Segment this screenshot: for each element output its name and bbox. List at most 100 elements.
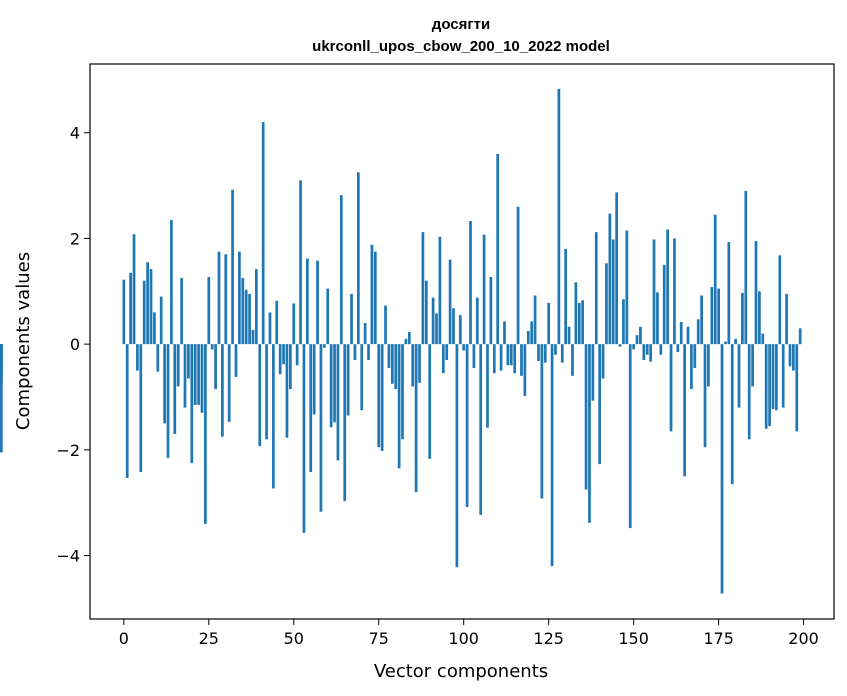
x-tick-label: 50 bbox=[284, 629, 304, 648]
x-tick-label: 125 bbox=[533, 629, 564, 648]
bar bbox=[125, 344, 129, 478]
bar bbox=[788, 344, 792, 367]
bar bbox=[363, 323, 367, 345]
bar bbox=[798, 328, 802, 345]
bar bbox=[397, 344, 401, 469]
bar bbox=[326, 288, 330, 345]
bar bbox=[652, 239, 656, 345]
bar bbox=[346, 344, 350, 416]
bar bbox=[350, 293, 353, 345]
bar bbox=[292, 303, 296, 345]
bar bbox=[567, 326, 571, 345]
bar bbox=[730, 344, 734, 485]
bar bbox=[204, 344, 207, 524]
bar bbox=[690, 344, 693, 390]
bar bbox=[333, 344, 336, 423]
bar bbox=[792, 344, 795, 371]
x-tick-label: 150 bbox=[618, 629, 649, 648]
bar bbox=[156, 344, 160, 372]
bar bbox=[628, 344, 632, 529]
bar bbox=[764, 344, 768, 429]
bar bbox=[448, 259, 452, 345]
bar bbox=[683, 344, 686, 477]
bar bbox=[122, 279, 126, 345]
bar bbox=[754, 241, 758, 345]
bar bbox=[159, 296, 163, 345]
bar bbox=[618, 344, 622, 347]
bar bbox=[781, 344, 785, 408]
bar bbox=[149, 269, 153, 345]
bar bbox=[360, 344, 364, 411]
bar bbox=[268, 312, 272, 345]
bar bbox=[489, 277, 493, 345]
bar bbox=[737, 344, 741, 408]
bar bbox=[465, 344, 469, 507]
bar bbox=[608, 213, 612, 345]
bar bbox=[462, 344, 466, 351]
bar bbox=[720, 344, 724, 594]
chart-subtitle: ukrconll_upos_cbow_200_10_2022 model bbox=[312, 38, 610, 55]
bar bbox=[390, 344, 394, 384]
bar bbox=[492, 344, 496, 374]
bar bbox=[693, 344, 697, 368]
bar bbox=[717, 288, 720, 345]
bar bbox=[530, 321, 534, 345]
bar bbox=[503, 321, 506, 345]
bar bbox=[523, 344, 527, 396]
bar bbox=[713, 214, 717, 345]
bar bbox=[275, 300, 279, 345]
bar bbox=[217, 251, 221, 345]
bar bbox=[214, 344, 217, 390]
x-tick-label: 25 bbox=[199, 629, 219, 648]
bar bbox=[486, 344, 489, 428]
bar bbox=[506, 344, 510, 366]
bar bbox=[686, 326, 690, 345]
bar bbox=[244, 289, 248, 345]
bar bbox=[176, 344, 180, 387]
bar bbox=[775, 344, 778, 411]
x-axis-label: Vector components bbox=[374, 661, 548, 682]
bar bbox=[261, 122, 265, 345]
bar bbox=[703, 344, 707, 448]
bar bbox=[153, 312, 156, 345]
bar bbox=[533, 295, 537, 345]
bar bbox=[768, 344, 771, 427]
bar bbox=[421, 232, 425, 345]
bar bbox=[632, 344, 635, 350]
bar bbox=[543, 344, 547, 363]
bar bbox=[139, 344, 143, 473]
bar bbox=[278, 344, 282, 375]
bar bbox=[251, 329, 255, 345]
y-tick-label: 0 bbox=[70, 335, 80, 354]
plot-frame bbox=[89, 63, 835, 620]
bar bbox=[418, 344, 421, 383]
bar bbox=[207, 277, 211, 345]
bar bbox=[221, 344, 224, 437]
bar bbox=[747, 344, 751, 440]
bar bbox=[591, 344, 595, 401]
bar bbox=[136, 344, 139, 371]
bar bbox=[373, 251, 377, 345]
bar bbox=[258, 344, 262, 447]
bars-group bbox=[0, 88, 802, 594]
bar bbox=[526, 330, 530, 345]
x-axis-ticks: 0 25 50 75 100 125 150 175 200 bbox=[119, 619, 819, 648]
bar bbox=[673, 238, 676, 345]
bar bbox=[554, 344, 557, 355]
chart-title: досягти bbox=[432, 16, 490, 33]
bar bbox=[435, 313, 438, 345]
bar bbox=[238, 251, 241, 345]
bar bbox=[367, 344, 370, 360]
bar bbox=[458, 315, 462, 345]
bar bbox=[744, 190, 748, 345]
bar bbox=[438, 236, 442, 345]
bar bbox=[224, 254, 228, 345]
bar bbox=[231, 189, 234, 345]
bar bbox=[751, 344, 754, 387]
bar bbox=[241, 278, 245, 345]
bar bbox=[642, 344, 646, 360]
bar bbox=[513, 344, 517, 374]
bar bbox=[649, 344, 652, 362]
bar bbox=[482, 234, 486, 345]
bar bbox=[741, 292, 744, 345]
